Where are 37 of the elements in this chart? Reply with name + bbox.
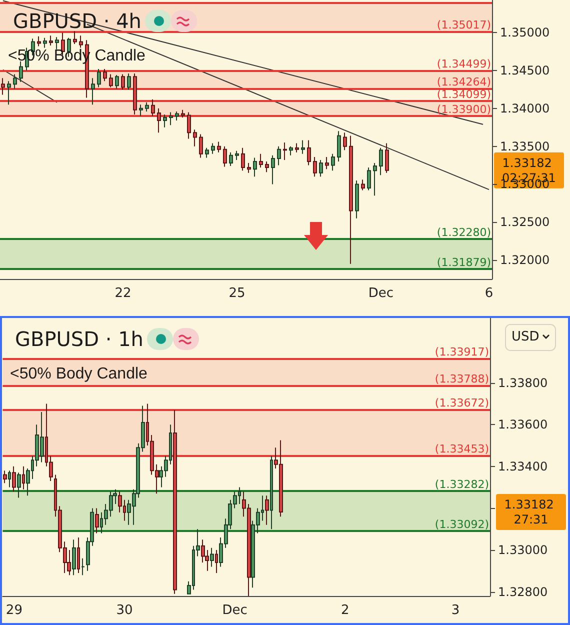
ref-line-label: (1.34099) [436,88,491,101]
ref-line-label: (1.31879) [436,256,491,270]
x-tick-label: 22 [114,286,132,301]
y-tick-label: 1.34000 [500,101,550,116]
y-tick-label: 1.34500 [500,64,550,78]
y-tick-label: 1.33500 [500,139,550,154]
y-tick-label: 1.35000 [500,26,550,40]
ref-line-label: (1.33900) [436,102,491,116]
y-tick-label: 1.33400 [498,459,548,474]
ref-line-label: (1.33917) [434,345,489,358]
text: USD [512,330,540,344]
x-tick-label: 29 [6,603,22,618]
ref-line-label: (1.33672) [434,396,489,410]
x-tick-label: Dec [222,603,248,618]
x-tick-label: 6 [484,286,494,301]
y-tick-label: 1.33800 [498,376,548,390]
ref-line-label: (1.33788) [434,372,489,386]
y-tick-label: 1.32500 [500,215,550,230]
ref-line-label: (1.33453) [434,442,489,456]
ref-line-label: (1.32280) [436,226,491,239]
x-tick-label: 30 [116,603,133,618]
annotation: <50% Body Candle [10,366,148,382]
x-tick-label: 25 [228,286,246,301]
ref-line-label: (1.33092) [434,518,489,531]
x-tick-label: Dec [368,286,394,301]
y-tick-label: 1.32800 [498,584,548,599]
x-tick-label: 2 [341,603,350,618]
ref-line-label: (1.33282) [434,478,489,492]
x-tick-label: 3 [451,603,460,618]
ref-line-label: (1.34264) [436,75,491,88]
y-tick-label: 1.33000 [498,543,548,558]
ref-line-label: (1.35017) [436,18,491,32]
y-tick-label: 1.33600 [498,418,548,432]
y-tick-label: 1.32000 [500,253,550,268]
text: GBPUSD · 1h [15,327,144,351]
ref-line-label: (1.34499) [436,58,491,71]
text: 1.33182 27:31 [504,497,558,526]
